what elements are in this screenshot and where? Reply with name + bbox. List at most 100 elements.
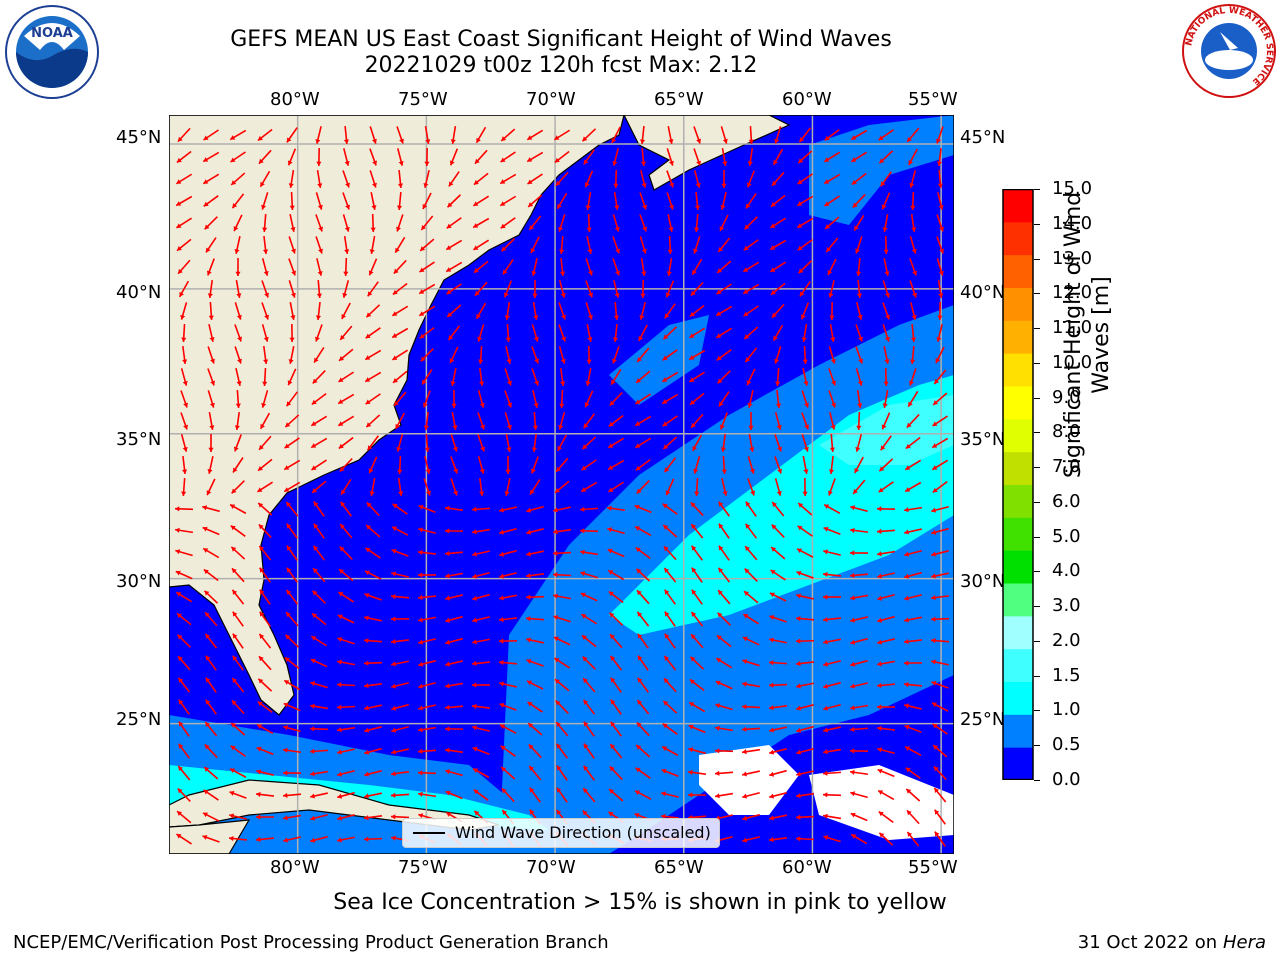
wave-direction-arrowhead [499,616,504,623]
wave-direction-arrowhead [339,356,345,361]
wave-direction-arrowhead [533,402,539,408]
wave-direction-arrowhead [501,246,507,252]
wave-direction-arrowhead [688,769,693,775]
wave-direction-arrowhead [526,573,531,579]
wave-direction-arrowhead [180,314,186,320]
wave-direction-arrowhead [722,491,728,496]
wave-direction-arrowhead [337,815,343,821]
wave-direction-arrowhead [259,589,265,595]
wave-direction-arrowhead [850,812,856,818]
wave-direction-arrowhead [445,704,450,710]
wave-direction-arrowhead [906,810,912,816]
wave-direction-arrowhead [176,834,182,839]
wave-direction-arrowhead [340,501,346,507]
wave-direction-arrowhead [391,616,396,622]
wave-direction-arrowhead [852,202,858,208]
wave-direction-arrowhead [635,526,641,531]
wave-direction-arrowhead [742,659,748,665]
wave-direction-arrowhead [315,138,321,144]
wave-direction-arrowhead [257,701,263,707]
wave-direction-arrowhead [829,315,835,320]
wave-direction-arrowhead [937,183,943,188]
colorbar-segment [1003,550,1033,584]
wave-direction-arrowhead [364,638,369,644]
wave-direction-arrowhead [936,161,943,166]
wave-direction-arrowhead [910,337,917,342]
wave-direction-arrowhead [799,291,805,297]
wave-direction-arrowhead [719,226,725,232]
colorbar-segment [1003,320,1033,354]
wave-direction-arrowhead [371,138,377,144]
wave-direction-arrowhead [391,771,396,777]
wave-direction-arrowhead [580,592,586,598]
wave-direction-arrowhead [608,421,614,427]
wave-direction-arrowhead [635,547,641,553]
colorbar-tick-label: 10.0 [1052,351,1093,373]
wave-direction-arrowhead [851,834,857,839]
wave-direction-arrowhead [418,549,423,556]
wave-direction-arrowhead [447,202,453,208]
wave-direction-arrowhead [607,548,613,554]
wave-direction-arrowhead [256,814,261,820]
wave-direction-arrowhead [585,381,591,386]
wave-direction-arrowhead [824,179,830,184]
wave-direction-arrowhead [445,747,450,753]
wave-direction-arrowhead [181,337,187,342]
wave-direction-arrowhead [803,469,809,474]
wave-direction-arrowhead [742,636,748,642]
wave-direction-arrowhead [311,465,317,470]
wave-direction-arrowhead [526,637,531,643]
wave-direction-arrowhead [582,810,588,816]
wave-direction-arrowhead [176,613,182,619]
wave-direction-arrowhead [798,158,804,163]
footer-date-text: 31 Oct 2022 on [1077,932,1223,953]
wave-direction-arrowhead [885,314,891,320]
wave-direction-arrowhead [796,814,801,820]
wave-direction-arrowhead [939,248,945,254]
wave-direction-arrowhead [368,270,374,276]
wave-direction-arrowhead [391,593,396,600]
wave-direction-arrowhead [449,160,455,166]
wave-direction-arrowhead [178,677,184,683]
wave-direction-arrowhead [909,182,915,188]
wave-direction-arrowhead [742,793,748,799]
wave-direction-arrowhead [882,227,888,232]
wave-direction-arrowhead [372,160,378,166]
colorbar-segment [1003,353,1033,387]
colorbar-segment [1003,386,1033,420]
wave-direction-arrowhead [823,549,829,555]
wave-direction-arrowhead [587,249,593,254]
wave-direction-arrowhead [452,446,458,452]
wave-direction-arrowhead [610,721,616,727]
wave-direction-arrowhead [365,333,371,339]
lat-label-left: 40°N [116,282,162,303]
wave-direction-arrowhead [664,589,670,595]
wave-direction-arrowhead [935,358,941,364]
wave-direction-arrowhead [288,359,294,364]
wave-direction-arrowhead [258,465,263,471]
wave-direction-arrowhead [688,724,694,730]
wave-direction-arrowhead [770,267,776,272]
wave-direction-arrowhead [313,545,319,551]
wave-direction-arrowhead [202,812,208,818]
wave-direction-arrowhead [446,267,452,272]
wave-direction-arrowhead [204,590,210,596]
wind-wave-arrows [174,125,950,847]
wave-direction-arrowhead [931,680,937,686]
wave-direction-arrowhead [910,205,916,210]
wave-direction-arrowhead [175,570,181,576]
colorbar-segment [1003,418,1033,453]
wave-direction-arrowhead [774,358,780,364]
wave-direction-arrowhead [770,245,776,250]
wave-direction-arrowhead [718,501,724,507]
colorbar-segment [1003,221,1033,256]
wave-direction-arrowhead [825,224,831,229]
wave-direction-arrowhead [558,424,564,430]
colorbar-segment [1003,189,1033,223]
wave-direction-arrowhead [635,443,641,448]
wave-direction-arrowhead [796,793,801,799]
wave-direction-arrowhead [183,424,188,430]
wave-direction-arrowhead [289,337,295,342]
wave-direction-arrowhead [366,312,372,318]
wave-direction-arrowhead [310,658,316,664]
